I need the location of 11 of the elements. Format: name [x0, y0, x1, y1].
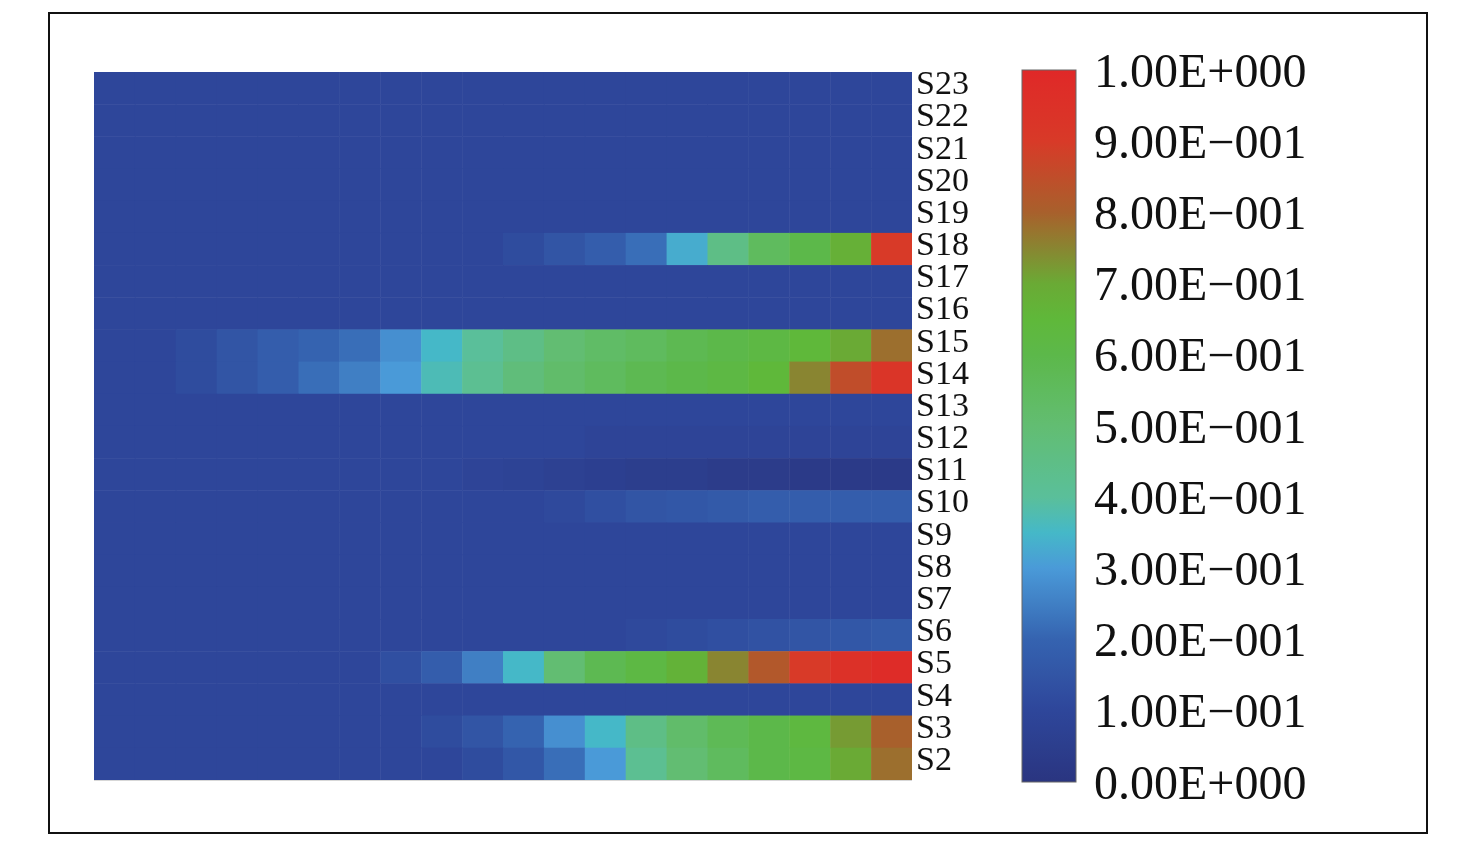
- color-bar-label: 1.00E+000: [1094, 43, 1307, 97]
- color-bar-label: 9.00E−001: [1094, 114, 1307, 168]
- color-bar-label: 1.00E−001: [1094, 684, 1307, 738]
- color-bar-label: 6.00E−001: [1094, 328, 1307, 382]
- color-bar-label: 7.00E−001: [1094, 257, 1307, 311]
- color-bar-label: 4.00E−001: [1094, 470, 1307, 524]
- color-bar-label: 5.00E−001: [1094, 399, 1307, 453]
- color-bar-label: 8.00E−001: [1094, 185, 1307, 239]
- color-bar-label: 0.00E+000: [1094, 755, 1307, 809]
- color-bar-label: 2.00E−001: [1094, 613, 1307, 667]
- color-bar-label: 3.00E−001: [1094, 541, 1307, 595]
